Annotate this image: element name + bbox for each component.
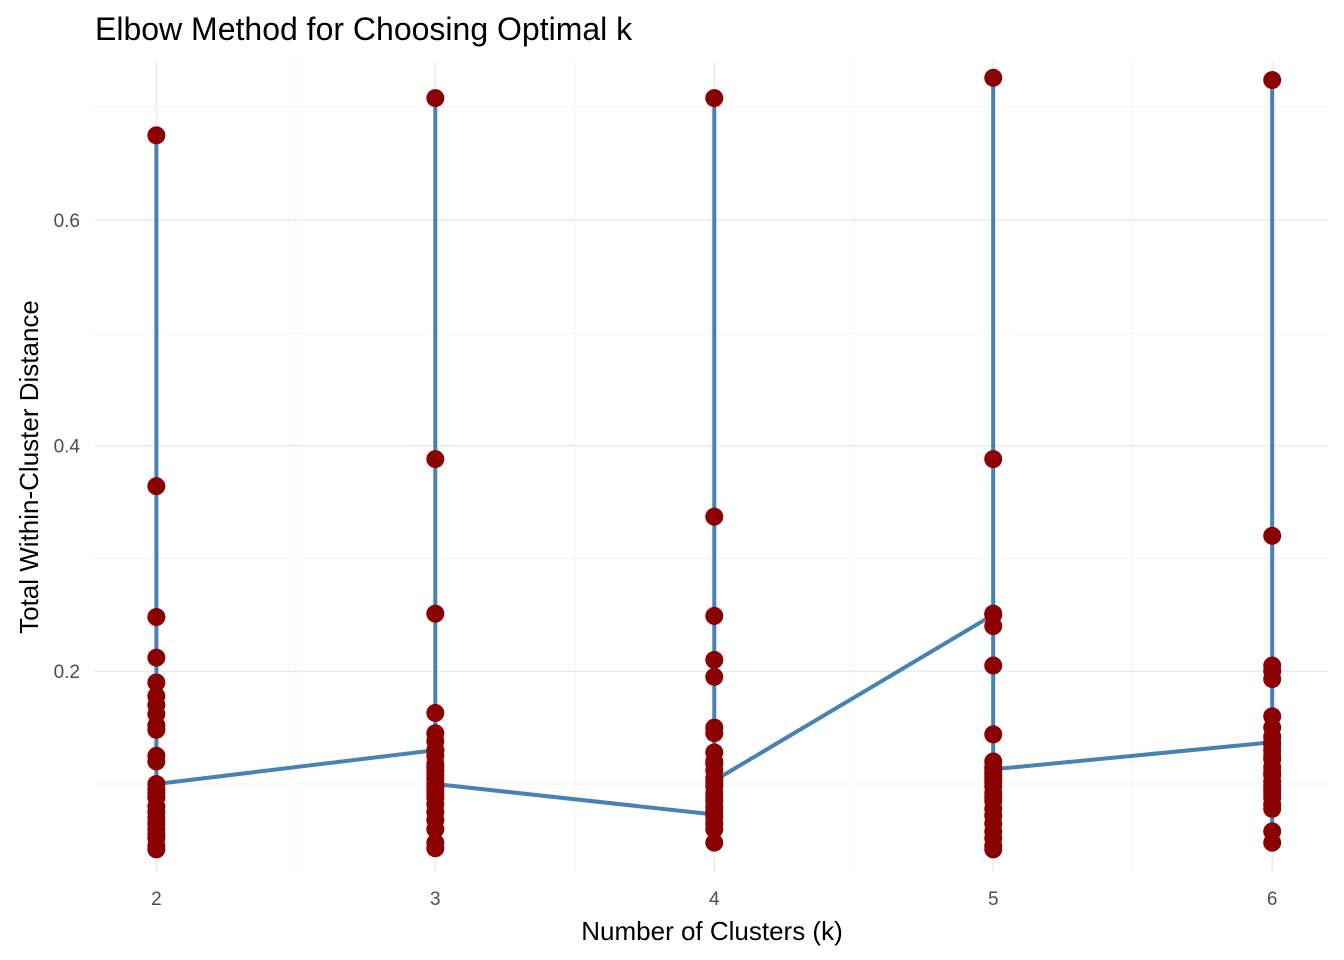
x-tick-label: 4 — [709, 889, 720, 910]
data-point — [705, 89, 724, 108]
y-tick-labels: 0.2 0.4 0.6 — [54, 211, 81, 683]
minor-gridlines — [95, 62, 1328, 872]
series-points-group — [147, 68, 1282, 859]
data-point — [426, 820, 445, 839]
data-point — [426, 839, 445, 858]
data-point — [984, 788, 1003, 807]
data-point — [1263, 763, 1282, 782]
data-point — [147, 825, 166, 844]
data-point — [705, 650, 724, 669]
data-point — [1263, 799, 1282, 818]
data-point — [984, 725, 1003, 744]
data-point — [984, 760, 1003, 779]
x-tick-label: 6 — [1267, 889, 1278, 910]
data-point — [984, 450, 1003, 469]
data-point — [1263, 746, 1282, 765]
x-tick-label: 5 — [988, 889, 999, 910]
data-point — [705, 788, 724, 807]
data-point — [984, 656, 1003, 675]
data-point — [705, 771, 724, 790]
data-point — [705, 507, 724, 526]
data-point — [147, 608, 166, 627]
data-point — [984, 617, 1003, 636]
chart-title: Elbow Method for Choosing Optimal k — [95, 11, 633, 47]
data-point — [147, 775, 166, 794]
data-point — [984, 604, 1003, 623]
y-tick-label: 0.4 — [54, 437, 81, 458]
data-point — [147, 648, 166, 667]
data-point — [147, 126, 166, 145]
x-tick-labels: 2 3 4 5 6 — [151, 889, 1277, 910]
data-point — [426, 89, 445, 108]
y-axis-title: Total Within-Cluster Distance — [14, 300, 44, 634]
data-point — [147, 477, 166, 496]
data-point — [1263, 833, 1282, 852]
data-point — [147, 752, 166, 771]
data-point — [705, 833, 724, 852]
data-point — [1263, 670, 1282, 689]
x-tick-label: 3 — [430, 889, 441, 910]
data-point — [426, 775, 445, 794]
data-point — [1263, 780, 1282, 799]
data-point — [147, 673, 166, 692]
data-point — [1263, 71, 1282, 90]
data-point — [705, 754, 724, 773]
data-point — [147, 840, 166, 859]
data-point — [426, 758, 445, 777]
data-point — [984, 840, 1003, 859]
data-point — [147, 720, 166, 739]
data-point — [705, 606, 724, 625]
data-point — [147, 797, 166, 816]
data-point — [705, 724, 724, 743]
x-tick-label: 2 — [151, 889, 162, 910]
data-point — [426, 703, 445, 722]
data-point — [705, 820, 724, 839]
data-point — [705, 667, 724, 686]
x-axis-title: Number of Clusters (k) — [581, 916, 843, 946]
data-point — [426, 450, 445, 469]
data-point — [426, 604, 445, 623]
y-tick-label: 0.6 — [54, 211, 80, 232]
data-point — [1263, 526, 1282, 545]
data-point — [984, 68, 1003, 87]
y-tick-label: 0.2 — [54, 662, 80, 683]
